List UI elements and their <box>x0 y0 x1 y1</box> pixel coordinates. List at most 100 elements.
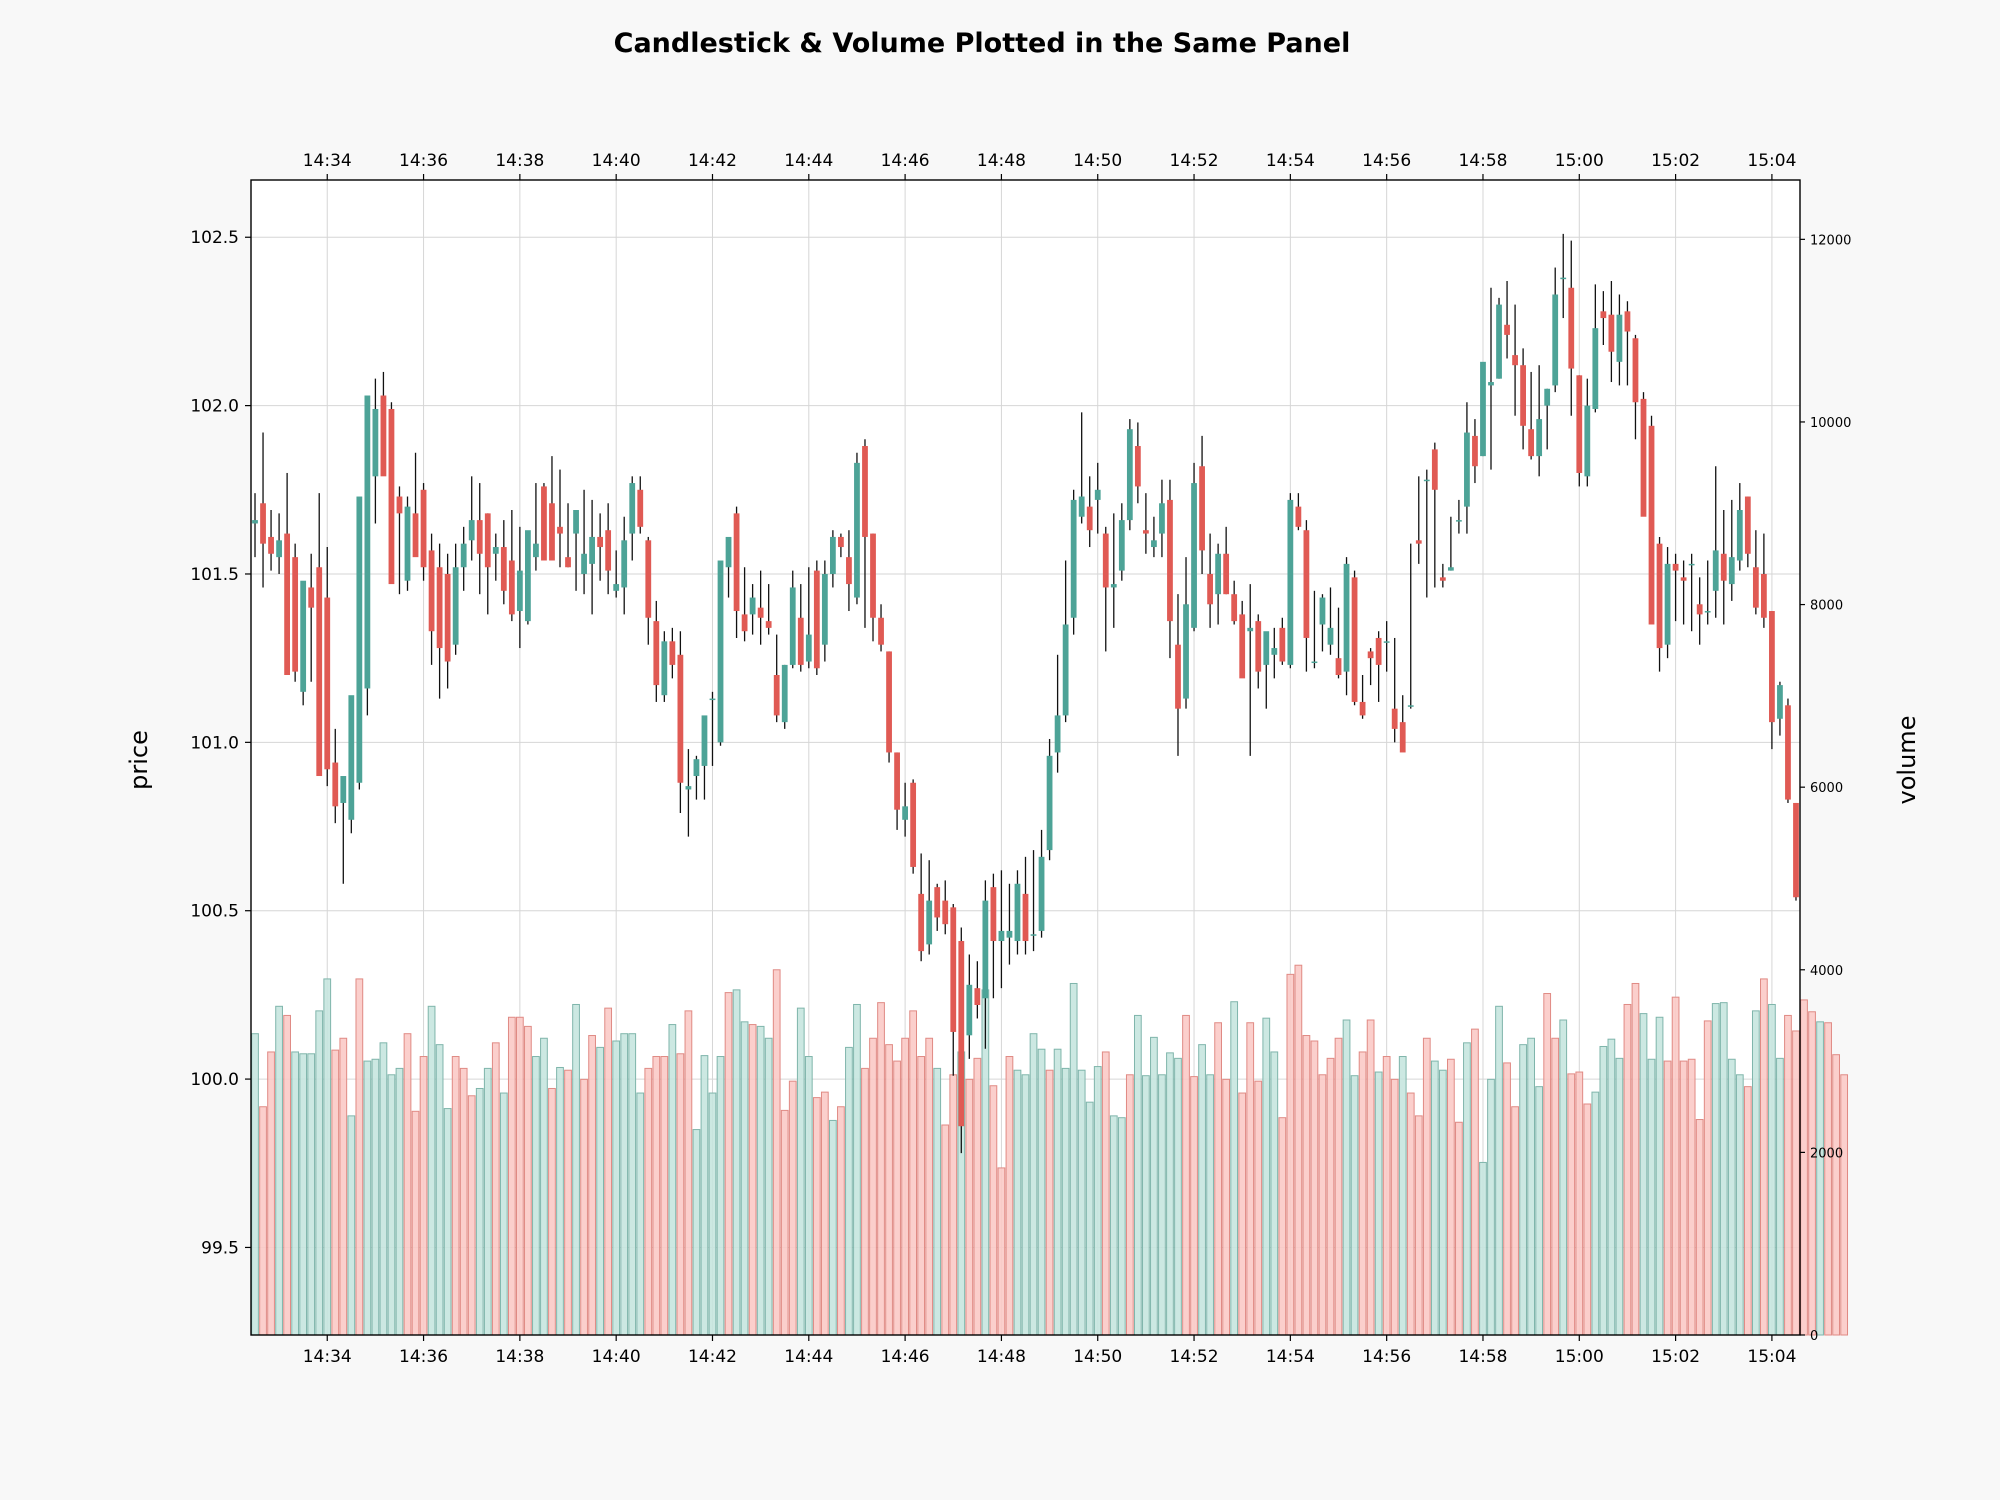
candle-66 <box>781 664 788 729</box>
volume-bar-102 <box>1069 982 1078 1336</box>
candle-body-48 <box>637 489 644 527</box>
volume-bar-78 <box>877 1002 885 1336</box>
volume-bar-100 <box>1053 1048 1062 1336</box>
candle-body-114 <box>1167 499 1173 622</box>
candle-body-7 <box>308 587 315 608</box>
volume-bar-188 <box>1760 978 1768 1336</box>
time-tick-label-top-5: 14:44 <box>784 151 833 171</box>
time-tick-label-top-0: 14:34 <box>303 151 352 171</box>
candle-147 <box>1431 442 1438 588</box>
candle-118 <box>1199 435 1205 574</box>
candle-98 <box>1038 829 1045 938</box>
candle-body-34 <box>525 530 531 622</box>
candle-37 <box>549 456 555 561</box>
candle-80 <box>894 752 900 830</box>
time-tick-label-bottom-3: 14:40 <box>592 1347 641 1367</box>
volume-bar-44 <box>604 1007 613 1336</box>
volume-bar-85 <box>933 1067 942 1336</box>
candle-body-172 <box>1632 338 1639 403</box>
candle-body-91 <box>982 900 989 999</box>
candle-body-166 <box>1584 405 1591 477</box>
time-tick-label-bottom-0: 14:34 <box>303 1347 352 1367</box>
candle-body-164 <box>1568 287 1575 369</box>
volume-bar-178 <box>1679 1060 1688 1336</box>
candle-192 <box>1793 802 1799 901</box>
volume-bar-76 <box>861 1067 869 1336</box>
volume-bar-81 <box>901 1037 909 1336</box>
volume-bar-150 <box>1455 1121 1463 1336</box>
volume-bar-18 <box>395 1067 404 1336</box>
candle-body-79 <box>886 651 892 753</box>
candle-body-167 <box>1592 328 1599 409</box>
candle-body-51 <box>661 641 668 696</box>
volume-bar-4 <box>283 1014 291 1336</box>
candle-8 <box>316 493 323 777</box>
volume-bar-118 <box>1198 1044 1206 1336</box>
candle-165 <box>1576 375 1583 487</box>
volume-bar-26 <box>459 1067 468 1336</box>
volume-bar-185 <box>1735 1074 1744 1336</box>
candle-body-63 <box>757 607 764 618</box>
candle-body-111 <box>1142 530 1149 534</box>
candle-180 <box>1696 577 1703 645</box>
volume-bar-112 <box>1150 1036 1158 1336</box>
volume-bar-173 <box>1639 1013 1648 1336</box>
volume-bar-146 <box>1422 1037 1431 1336</box>
candle-body-69 <box>805 634 812 662</box>
candle-38 <box>557 469 563 568</box>
candle-body-78 <box>878 617 884 645</box>
candle-body-97 <box>1030 934 1037 936</box>
candle-67 <box>789 570 796 669</box>
candle-60 <box>733 506 740 638</box>
price-tick-label-5: 102.0 <box>190 397 239 417</box>
volume-bar-195 <box>1816 1021 1824 1336</box>
candle-171 <box>1624 301 1631 386</box>
volume-bar-126 <box>1262 1017 1271 1336</box>
time-tick-label-bottom-10: 14:54 <box>1266 1347 1315 1367</box>
volume-bar-165 <box>1575 1071 1584 1336</box>
volume-bar-34 <box>524 1025 532 1336</box>
candle-body-150 <box>1456 520 1462 522</box>
candle-32 <box>508 510 515 622</box>
candle-body-33 <box>516 570 523 612</box>
candle-0 <box>252 493 258 558</box>
time-tick-label-top-11: 14:56 <box>1362 151 1411 171</box>
volume-tick-label-2: 4000 <box>1810 964 1843 979</box>
volume-bar-57 <box>708 1092 717 1336</box>
candle-body-107 <box>1110 584 1117 588</box>
volume-bar-62 <box>748 1024 757 1336</box>
candle-body-152 <box>1472 435 1478 467</box>
candle-178 <box>1680 560 1687 625</box>
candle-body-191 <box>1785 705 1791 800</box>
volume-bar-159 <box>1527 1037 1536 1336</box>
volume-bar-19 <box>403 1033 412 1336</box>
candle-body-102 <box>1070 499 1077 618</box>
volume-bars <box>251 964 1849 1336</box>
volume-bar-98 <box>1037 1048 1046 1336</box>
candle-26 <box>460 526 467 591</box>
volume-bar-93 <box>997 1167 1006 1336</box>
price-tick-label-3: 101.0 <box>190 733 239 753</box>
candle-body-140 <box>1375 637 1382 665</box>
candle-94 <box>1006 883 1013 965</box>
volume-bar-128 <box>1278 1117 1287 1336</box>
candle-85 <box>934 883 941 931</box>
axes: 99.5 100.0 100.5 101.0 101.5 102.0 102.5 0 2000 4… <box>190 151 1851 1367</box>
volume-bar-114 <box>1166 1052 1174 1336</box>
volume-bar-190 <box>1776 1057 1784 1336</box>
candle-body-144 <box>1407 705 1414 707</box>
candle-body-76 <box>862 446 868 537</box>
time-tick-label-bottom-12: 14:58 <box>1458 1347 1507 1367</box>
candle-188 <box>1760 533 1767 628</box>
candle-166 <box>1584 378 1591 487</box>
candle-28 <box>476 483 483 595</box>
volume-bar-170 <box>1615 1057 1624 1336</box>
candle-90 <box>974 961 981 1019</box>
candle-body-71 <box>821 573 828 645</box>
candle-156 <box>1504 281 1510 359</box>
volume-bar-2 <box>267 1051 275 1336</box>
candle-body-186 <box>1744 496 1751 554</box>
volume-bar-197 <box>1832 1054 1840 1336</box>
candle-body-21 <box>420 489 427 568</box>
volume-bar-115 <box>1174 1057 1182 1336</box>
